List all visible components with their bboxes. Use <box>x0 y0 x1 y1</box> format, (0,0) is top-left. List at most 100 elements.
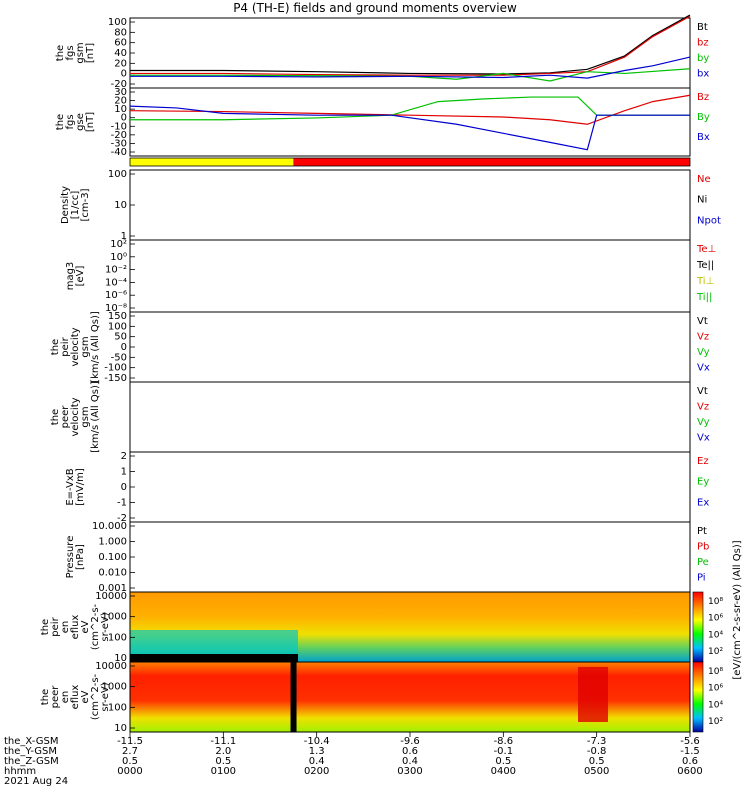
legend-Vt: Vt <box>697 386 708 397</box>
ylabel-line: eflux <box>70 685 81 710</box>
colorbar-peir-eflux <box>692 591 704 663</box>
ylabel-line: the <box>40 689 51 705</box>
xaxis-tick-label: 0100 <box>211 766 236 777</box>
xaxis-tick-label: -1.5 <box>680 746 700 757</box>
mode-bar-segment-0 <box>130 158 294 166</box>
xaxis-tick-label: 0500 <box>584 766 609 777</box>
ylabel-line: eV <box>80 690 91 703</box>
ylabel-line: peer <box>60 405 71 429</box>
ytick-label: 0 <box>121 113 127 124</box>
ylabel-line: eV <box>80 620 91 633</box>
legend-Npot: Npot <box>697 215 721 226</box>
ytick-label: 100 <box>108 632 127 643</box>
legend-Vx: Vx <box>697 363 710 374</box>
xaxis-tick-label: -5.6 <box>680 736 700 747</box>
legend-Vz: Vz <box>697 332 709 343</box>
xaxis-tick-label: 0.6 <box>402 746 418 757</box>
ylabel-line: [km/s (All Qs)] <box>90 311 101 383</box>
xaxis-tick-label: 2.7 <box>122 746 138 757</box>
xaxis-tick-label: 0400 <box>491 766 516 777</box>
ylabel-line: [eV] <box>75 266 86 287</box>
ytick-label: 10000 <box>95 661 127 672</box>
ylabel-line: peir <box>60 336 71 356</box>
ytick-label: 10 <box>114 653 127 664</box>
legend-Pb: Pb <box>697 542 709 553</box>
plot-title: P4 (TH-E) fields and ground moments over… <box>233 1 517 15</box>
colorbar-tick: 10⁸ <box>708 597 723 607</box>
ylabel-line: en <box>60 691 71 704</box>
ytick-label: 10⁻² <box>105 265 127 276</box>
ylabel-line: [nT] <box>85 112 96 132</box>
legend-Vz: Vz <box>697 402 709 413</box>
xaxis-tick-label: -0.8 <box>587 746 607 757</box>
panel-frame-fgs-gsm <box>129 17 691 89</box>
panel-frame-peer-velocity <box>129 381 691 453</box>
ytick-label: 1 <box>121 231 127 242</box>
ytick-label: 1.000 <box>98 537 127 548</box>
legend-Vx: Vx <box>697 433 710 444</box>
ylabel-line: peir <box>50 616 61 636</box>
xaxis-tick-label: -7.3 <box>587 736 607 747</box>
xaxis-tick-label: 0.4 <box>309 756 325 767</box>
legend-Ey: Ey <box>697 477 709 488</box>
legend-Ti||: Ti|| <box>696 292 712 303</box>
series-line-by <box>130 68 691 82</box>
ytick-label: 100 <box>108 702 127 713</box>
ytick-label: -1 <box>117 498 127 509</box>
xaxis-tick-label: 0.5 <box>495 756 511 767</box>
ylabel-line: the <box>55 45 66 61</box>
xaxis-tick-label: 0.5 <box>215 756 231 767</box>
ylabel-line: fgs <box>65 114 76 129</box>
ylabel-line: gsm <box>80 336 91 357</box>
ylabel-line: peer <box>50 685 61 709</box>
series-line-Bt <box>130 14 691 75</box>
legend-Bx: Bx <box>697 132 710 143</box>
ytick-label: -10 <box>111 121 127 132</box>
ytick-label: -50 <box>111 352 127 363</box>
series-line-bx <box>130 56 691 79</box>
ytick-label: 0.100 <box>98 552 127 563</box>
panel-frame-density <box>129 169 691 241</box>
mode-bar-segment-1 <box>293 158 690 166</box>
ytick-label: 60 <box>114 38 127 49</box>
colorbar-tick: 10⁸ <box>708 667 723 677</box>
xaxis-tick-label: 0000 <box>117 766 142 777</box>
ytick-label: -40 <box>111 147 127 158</box>
ytick-label: 10000 <box>95 591 127 602</box>
ylabel-line: mag3 <box>65 262 76 291</box>
spectrogram-noise-band <box>130 654 298 662</box>
ylabel-line: gsm <box>75 42 86 63</box>
ytick-label: 80 <box>114 27 127 38</box>
ylabel-line: [km/s (All Qs)] <box>90 381 101 453</box>
legend-Vy: Vy <box>697 347 710 358</box>
xaxis-tick-label: 0.5 <box>589 756 605 767</box>
ylabel-line: fgs <box>65 45 76 60</box>
ylabel-line: Density <box>60 186 71 224</box>
panel-frame-peir-velocity <box>129 311 691 383</box>
colorbar-peer-eflux <box>692 661 704 733</box>
ytick-label: 10⁰ <box>110 252 127 263</box>
ylabel-line: [1/cc] <box>70 191 81 220</box>
ytick-label: -30 <box>111 138 127 149</box>
colorbar-label: [eV/(cm^2-s-sr-eV) (All Qs)] <box>732 540 743 679</box>
ytick-label: 0 <box>121 69 127 80</box>
xaxis-tick-label: -11.5 <box>117 736 143 747</box>
colorbar-tick: 10² <box>708 717 723 727</box>
ylabel-line: eflux <box>70 615 81 640</box>
xaxis-tick-label: 0.5 <box>122 756 138 767</box>
ylabel-line: (cm^2-s- <box>90 603 101 650</box>
ylabel-line: velocity <box>70 327 81 366</box>
colorbar-tick: 10² <box>708 647 723 657</box>
xaxis-tick-label: -11.1 <box>210 736 236 747</box>
colorbar-tick: 10⁴ <box>708 630 723 640</box>
ylabel-line: the <box>55 114 66 130</box>
legend-By: By <box>697 112 710 123</box>
ytick-label: 100 <box>108 169 127 180</box>
ylabel-line: [nT] <box>85 43 96 63</box>
ytick-label: 40 <box>114 48 127 59</box>
ylabel-line: E=-VxB <box>65 468 76 505</box>
ylabel-line: Pressure <box>65 536 76 579</box>
legend-Pt: Pt <box>697 526 707 537</box>
panel-frame-efield <box>129 451 691 523</box>
